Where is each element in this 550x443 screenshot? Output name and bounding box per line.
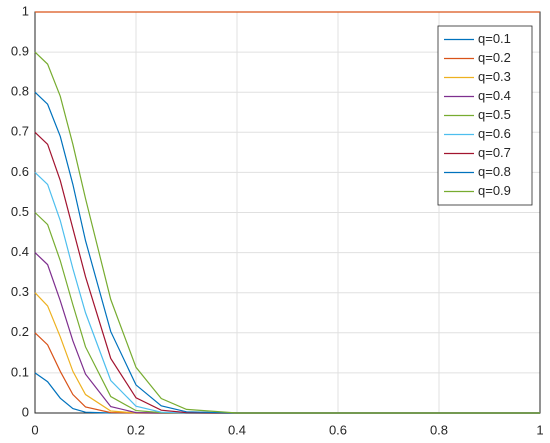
x-tick-label: 0.4: [228, 422, 246, 437]
x-tick-label: 0.8: [430, 422, 448, 437]
legend-label: q=0.1: [478, 31, 511, 46]
y-tick-label: 0.4: [11, 244, 29, 259]
legend-label: q=0.8: [478, 164, 511, 179]
y-tick-label: 0.5: [11, 204, 29, 219]
x-tick-label: 0: [31, 422, 38, 437]
y-tick-label: 0: [22, 404, 29, 419]
legend-label: q=0.6: [478, 126, 511, 141]
legend-label: q=0.4: [478, 88, 511, 103]
y-tick-label: 0.3: [11, 284, 29, 299]
y-tick-label: 0.7: [11, 124, 29, 139]
legend-label: q=0.2: [478, 50, 511, 65]
legend-label: q=0.5: [478, 107, 511, 122]
y-tick-label: 1: [22, 3, 29, 18]
x-tick-label: 1: [536, 422, 543, 437]
y-tick-label: 0.9: [11, 44, 29, 59]
legend-label: q=0.3: [478, 69, 511, 84]
y-tick-label: 0.2: [11, 324, 29, 339]
y-tick-label: 0.6: [11, 164, 29, 179]
x-tick-label: 0.6: [329, 422, 347, 437]
line: [34, 91, 540, 414]
line: [34, 51, 540, 414]
x-tick-label: 0.2: [127, 422, 145, 437]
y-tick-label: 0.1: [11, 364, 29, 379]
legend-label: q=0.9: [478, 183, 511, 198]
y-tick-label: 0.8: [11, 84, 29, 99]
legend-label: q=0.7: [478, 145, 511, 160]
